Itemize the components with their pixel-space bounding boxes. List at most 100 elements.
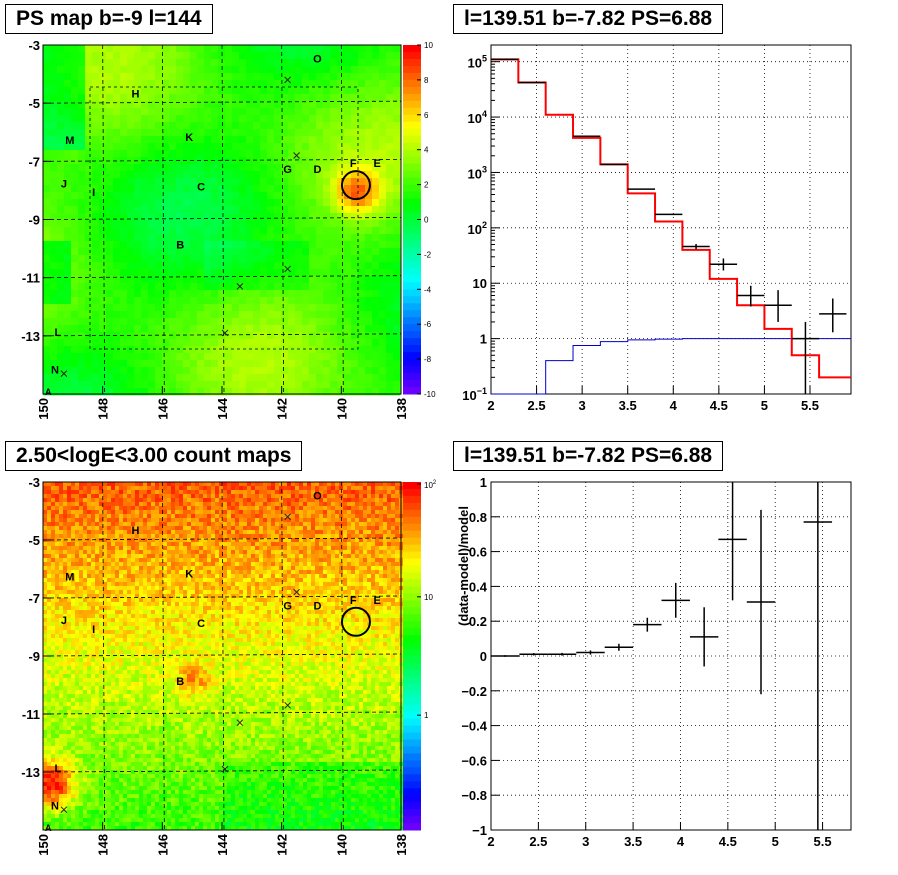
ps-map-cell — [267, 248, 275, 256]
ps-map-cell — [386, 304, 394, 312]
ps-map-cell — [302, 311, 310, 319]
ps-map-cell — [211, 290, 219, 298]
ps-map-cell — [99, 346, 107, 354]
ps-map-cell — [155, 269, 163, 277]
ps-map-cell — [260, 129, 268, 137]
ps-map-cell — [239, 122, 247, 130]
ps-map-cell — [176, 150, 184, 158]
count-map-cell — [139, 586, 144, 591]
ps-map-cell — [85, 227, 93, 235]
ps-map-cell — [323, 276, 331, 284]
count-map-cell — [67, 754, 72, 759]
count-map-cell — [71, 750, 76, 755]
count-map-cell — [119, 670, 124, 675]
ps-map-cell — [302, 304, 310, 312]
ps-map-cell — [316, 73, 324, 81]
count-map-cell — [63, 594, 68, 599]
count-map-cell — [131, 662, 136, 667]
ps-map-cell — [246, 157, 254, 165]
ps-map-cell — [78, 241, 86, 249]
ps-map-cell — [393, 318, 401, 326]
ps-map-cell — [302, 108, 310, 116]
ps-map-cell — [78, 94, 86, 102]
count-map-cell — [103, 598, 108, 603]
count-map-cell — [83, 826, 88, 831]
count-map-cell — [103, 658, 108, 663]
count-map-cell — [51, 750, 56, 755]
ps-map-cell — [43, 262, 51, 270]
count-map-cell — [55, 778, 60, 783]
ps-map-cell — [176, 178, 184, 186]
count-map-cell — [123, 766, 128, 771]
ps-map-cell — [204, 66, 212, 74]
ps-map-cell — [365, 59, 373, 67]
ps-map-cell — [316, 164, 324, 172]
count-map-cell — [55, 738, 60, 743]
count-map-cell — [43, 490, 48, 495]
count-map-cell — [131, 526, 136, 531]
ps-map-cell — [78, 311, 86, 319]
ps-map-cell — [120, 185, 128, 193]
count-map-cell — [55, 670, 60, 675]
count-map-cell — [127, 666, 132, 671]
ps-map-cell — [267, 339, 275, 347]
ps-map-cell — [190, 269, 198, 277]
ps-map-cell — [50, 73, 58, 81]
count-map-cell — [71, 594, 76, 599]
ps-map-cell — [232, 122, 240, 130]
count-map-cell — [59, 626, 64, 631]
count-map-cell — [131, 714, 136, 719]
count-map-cell — [99, 650, 104, 655]
count-map-cell — [43, 758, 48, 763]
ps-map-cell — [246, 227, 254, 235]
count-map-cell — [83, 622, 88, 627]
count-map-cell — [107, 650, 112, 655]
ps-map-cell — [197, 101, 205, 109]
ps-map-cell — [78, 185, 86, 193]
count-map-cell — [51, 738, 56, 743]
count-map-cell — [127, 646, 132, 651]
ps-map-cell — [204, 227, 212, 235]
count-map-cell — [119, 482, 124, 487]
count-map-cell — [63, 786, 68, 791]
ps-map-colorbar-band — [403, 317, 421, 325]
ps-map-cell — [148, 94, 156, 102]
ps-map-cell — [323, 206, 331, 214]
count-map-cell — [67, 522, 72, 527]
ps-map-cell — [141, 199, 149, 207]
ps-map-cell — [50, 185, 58, 193]
count-map-cell — [107, 802, 112, 807]
count-map-cell — [107, 682, 112, 687]
ps-map-cell — [50, 325, 58, 333]
count-map-cell — [111, 710, 116, 715]
count-map-cell — [131, 702, 136, 707]
ps-map-cell — [190, 129, 198, 137]
ps-map-cell — [358, 297, 366, 305]
count-map-cell — [127, 786, 132, 791]
ps-map-cell — [211, 360, 219, 368]
ps-map-cell — [148, 388, 156, 396]
count-map-cell — [135, 706, 140, 711]
count-map-cell — [63, 534, 68, 539]
ps-map-cell — [85, 262, 93, 270]
ps-map-cell — [162, 87, 170, 95]
ps-map-cell — [225, 360, 233, 368]
ps-map-cell — [330, 73, 338, 81]
count-map-cell — [79, 518, 84, 523]
ps-map-cell — [204, 122, 212, 130]
ps-map-cell — [281, 234, 289, 242]
count-map-cell — [139, 618, 144, 623]
ps-map-cell — [176, 73, 184, 81]
count-map-cell — [107, 506, 112, 511]
count-map-cell — [95, 734, 100, 739]
count-map-cell — [79, 614, 84, 619]
ps-map-cell — [64, 346, 72, 354]
ps-map-cell — [148, 122, 156, 130]
ps-map-cell — [260, 108, 268, 116]
ps-map-cell — [127, 164, 135, 172]
ps-map-cell — [197, 94, 205, 102]
ps-map-cell — [176, 360, 184, 368]
count-map-cell — [79, 766, 84, 771]
ps-map-cell — [274, 213, 282, 221]
ps-map-cell — [379, 388, 387, 396]
